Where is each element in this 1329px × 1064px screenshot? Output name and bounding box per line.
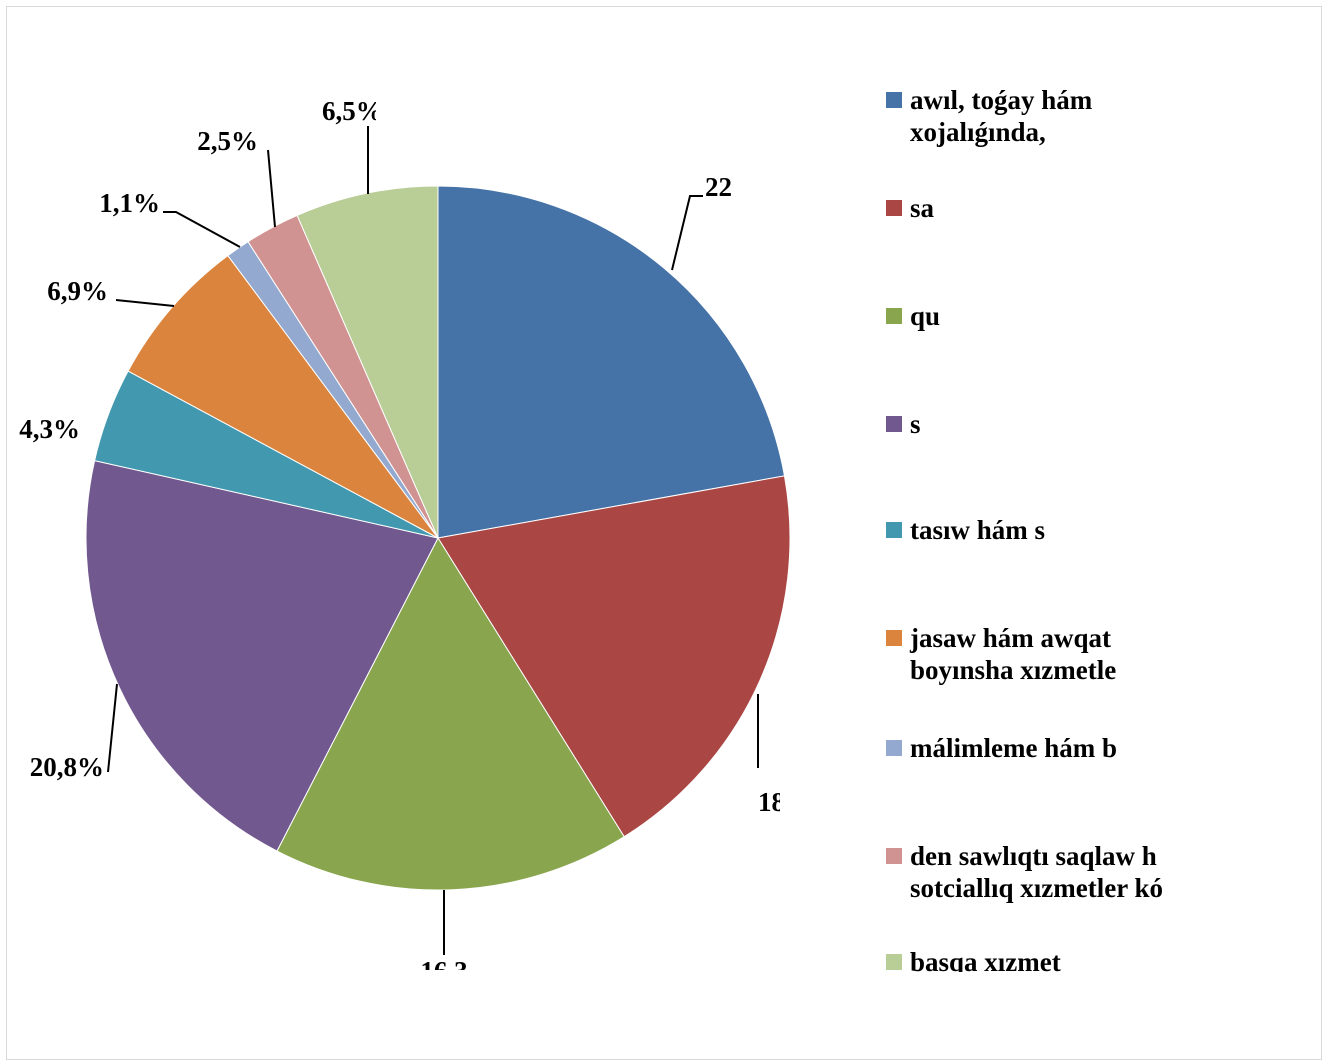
data-label-3: 16,3 <box>420 956 467 986</box>
pie-slice-1 <box>437 185 786 539</box>
pie-slices <box>85 185 791 891</box>
legend-item-5: tasıw hám s <box>886 515 1045 545</box>
leader-line-6 <box>115 299 175 307</box>
legend-label-8-line-1: den sawlıqtı saqlaw h <box>910 841 1157 871</box>
legend-item-3: qu <box>886 301 940 331</box>
legend-swatch-2 <box>886 200 902 216</box>
leader-lines <box>107 126 759 955</box>
legend-label-3-line-1: qu <box>910 301 940 331</box>
legend-item-7: málimleme hám b <box>886 733 1117 763</box>
legend-label-1-line-2: xojalıǵında, <box>910 117 1046 147</box>
legend-label-6-line-2: boyınsha xızmetle <box>910 655 1116 685</box>
leader-line-8 <box>267 149 276 228</box>
legend-swatch-4 <box>886 416 902 432</box>
legend-label-4-line-1: s <box>910 409 921 439</box>
legend-label-2-line-1: sa <box>910 193 935 223</box>
legend-swatch-1 <box>886 92 902 108</box>
legend-swatch-8 <box>886 848 902 864</box>
leader-line-1 <box>671 195 703 271</box>
data-label-2: 18 <box>758 787 785 817</box>
legend-swatch-9 <box>886 954 902 970</box>
legend-label-9-line-1: basqa xızmet <box>910 947 1061 977</box>
legend-swatch-5 <box>886 522 902 538</box>
leader-line-4 <box>107 683 118 773</box>
data-label-7: 1,1% <box>99 188 160 218</box>
legend-label-8-line-2: sotciallıq xızmetler kó <box>910 873 1163 903</box>
legend-swatch-3 <box>886 308 902 324</box>
legend-item-9: basqa xızmet <box>886 947 1061 977</box>
leader-line-7 <box>163 211 241 248</box>
data-label-9: 6,5% <box>322 96 383 126</box>
legend-item-4: s <box>886 409 921 439</box>
pie-slice-3 <box>276 536 625 891</box>
legend-swatch-6 <box>886 630 902 646</box>
data-labels: 22 18 16,3 20,8% 4,3% 6,9% 1,1% 2,5% 6,5% <box>19 96 785 986</box>
data-label-8: 2,5% <box>197 126 258 156</box>
data-label-1: 22 <box>705 172 732 202</box>
legend-label-5-line-1: tasıw hám s <box>910 515 1045 545</box>
legend-swatch-7 <box>886 740 902 756</box>
pie-slice-6 <box>127 254 439 539</box>
legend-label-7-line-1: málimleme hám b <box>910 733 1117 763</box>
legend-label-1-line-1: awıl, toǵay hám <box>910 85 1093 115</box>
legend-item-2: sa <box>886 193 935 223</box>
data-label-4: 20,8% <box>30 752 104 782</box>
pie-slice-9 <box>296 185 439 539</box>
data-label-5: 4,3% <box>19 414 80 444</box>
pie-slice-4 <box>85 460 439 852</box>
data-label-6: 6,9% <box>47 276 108 306</box>
pie-slice-2 <box>437 475 791 838</box>
legend-label-6-line-1: jasaw hám awqat <box>909 623 1111 653</box>
